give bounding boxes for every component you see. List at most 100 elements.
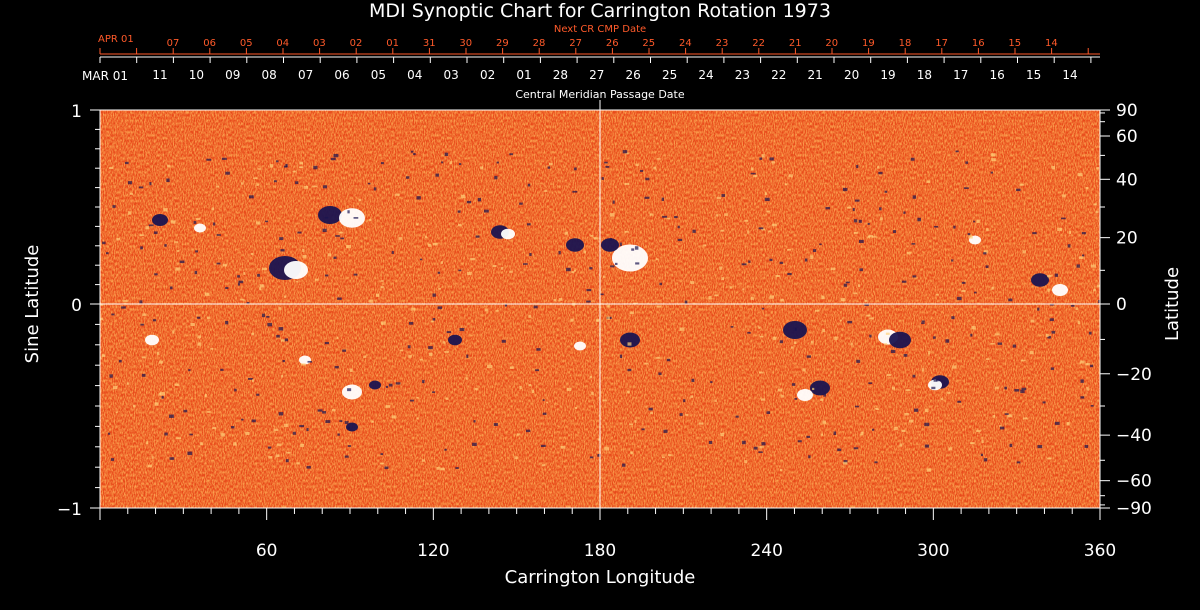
flux-speckle — [496, 161, 499, 164]
flux-speckle — [535, 369, 540, 372]
flux-speckle — [444, 351, 449, 353]
next-cr-date-label: 19 — [862, 38, 875, 49]
flux-speckle — [1037, 445, 1043, 449]
flux-speckle — [196, 316, 201, 319]
cmp-date-label: 21 — [808, 68, 823, 82]
flux-speckle — [276, 160, 279, 163]
flux-speckle — [869, 334, 872, 338]
x-tick-label: 180 — [584, 541, 616, 561]
flux-speckle — [528, 314, 532, 318]
flux-speckle — [912, 275, 917, 278]
flux-speckle — [913, 408, 919, 412]
flux-speckle — [1047, 288, 1050, 292]
flux-speckle — [314, 278, 319, 281]
flux-speckle — [899, 443, 903, 447]
y-right-tick-label: −90 — [1116, 499, 1152, 519]
flux-speckle — [1080, 379, 1084, 383]
flux-speckle — [225, 287, 229, 290]
flux-speckle — [442, 341, 446, 344]
flux-speckle — [204, 394, 208, 398]
flux-speckle — [779, 261, 784, 264]
flux-speckle — [965, 161, 969, 164]
flux-speckle — [380, 453, 384, 456]
flux-speckle — [449, 161, 453, 164]
active-region-blob — [797, 389, 813, 401]
flux-speckle — [369, 299, 373, 303]
flux-speckle — [850, 342, 853, 346]
flux-speckle — [690, 281, 695, 284]
flux-speckle — [339, 420, 343, 423]
flux-speckle — [259, 284, 265, 288]
active-region-blob — [601, 238, 619, 252]
active-region-blob — [318, 206, 342, 224]
flux-speckle — [461, 194, 466, 199]
flux-speckle — [744, 219, 749, 222]
flux-speckle — [216, 262, 221, 265]
flux-speckle — [148, 224, 154, 227]
flux-speckle — [231, 426, 235, 429]
flux-speckle — [644, 362, 649, 365]
flux-speckle — [158, 360, 164, 364]
chart-title: MDI Synoptic Chart for Carrington Rotati… — [369, 0, 831, 22]
flux-speckle — [256, 183, 259, 186]
flux-speckle — [285, 163, 288, 167]
y-right-tick-label: −40 — [1116, 426, 1152, 446]
flux-speckle — [243, 272, 246, 275]
flux-speckle — [509, 366, 514, 369]
flux-speckle — [758, 326, 761, 329]
flux-speckle — [1077, 320, 1080, 324]
y-left-tick-label: 0 — [71, 296, 82, 316]
flux-speckle — [281, 374, 284, 378]
flux-speckle — [257, 273, 260, 277]
flux-speckle — [170, 220, 176, 224]
active-region-blob — [566, 238, 584, 252]
bottom-axis: 60 120 180 240 300 360 — [99, 508, 1116, 561]
flux-speckle — [466, 354, 469, 358]
flux-speckle — [933, 225, 939, 228]
flux-speckle — [1008, 298, 1013, 302]
flux-speckle — [868, 234, 874, 238]
flux-speckle — [985, 265, 989, 268]
flux-speckle — [212, 426, 217, 430]
flux-speckle — [1098, 299, 1100, 304]
flux-speckle — [1042, 401, 1046, 404]
flux-speckle — [780, 468, 783, 472]
flux-speckle — [458, 269, 462, 272]
x-tick-label: 120 — [417, 541, 449, 561]
flux-speckle — [283, 295, 287, 298]
flux-speckle — [151, 456, 154, 459]
flux-speckle — [708, 440, 713, 445]
flux-speckle — [574, 406, 578, 409]
flux-speckle — [241, 418, 244, 421]
flux-speckle — [691, 378, 695, 382]
flux-speckle — [656, 158, 661, 160]
flux-speckle — [679, 249, 682, 252]
flux-speckle — [1084, 444, 1089, 448]
flux-speckle — [110, 458, 115, 461]
flux-speckle — [322, 411, 327, 414]
flux-speckle — [222, 263, 228, 267]
flux-speckle — [940, 397, 944, 401]
flux-speckle — [1054, 273, 1059, 277]
flux-speckle — [808, 455, 811, 459]
flux-speckle — [252, 379, 255, 382]
flux-speckle — [758, 227, 764, 230]
flux-speckle — [436, 466, 440, 470]
flux-speckle — [761, 398, 765, 401]
flux-speckle — [105, 252, 109, 255]
flux-speckle — [385, 385, 388, 388]
flux-speckle — [912, 374, 916, 378]
cmp-date-label: 24 — [698, 68, 713, 82]
flux-speckle — [204, 292, 210, 296]
flux-speckle — [211, 207, 215, 211]
flux-speckle — [986, 228, 989, 232]
flux-speckle — [788, 174, 793, 178]
flux-speckle — [719, 266, 723, 270]
flux-speckle — [591, 391, 594, 395]
next-cr-date-label: 28 — [533, 38, 546, 49]
flux-speckle — [533, 305, 538, 309]
flux-speckle — [519, 386, 522, 390]
flux-speckle — [467, 271, 472, 276]
flux-speckle — [685, 413, 689, 416]
flux-speckle — [102, 241, 106, 245]
